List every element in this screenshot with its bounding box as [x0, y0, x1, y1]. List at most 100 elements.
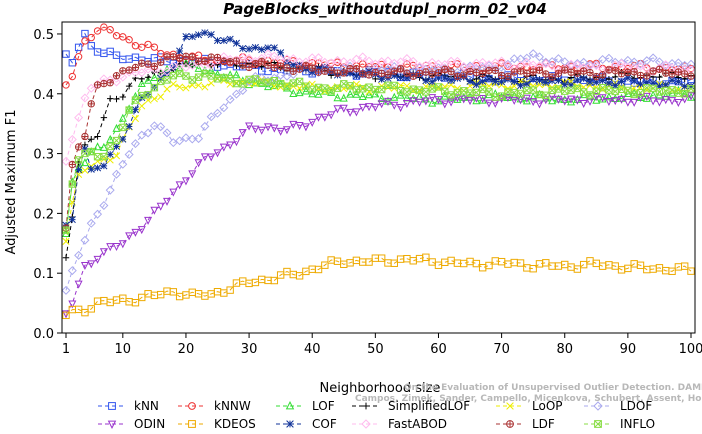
- data-point: [144, 216, 153, 225]
- data-point: [452, 56, 462, 66]
- data-point: [365, 90, 374, 99]
- data-point: [346, 89, 355, 98]
- data-point: [283, 64, 291, 72]
- data-point: [201, 29, 209, 37]
- data-point: [567, 81, 575, 89]
- data-point: [662, 87, 670, 95]
- data-point: [598, 71, 607, 79]
- data-point: [214, 61, 221, 69]
- data-point: [81, 145, 89, 153]
- data-point: [680, 262, 689, 270]
- data-point: [81, 37, 89, 45]
- data-point: [409, 72, 417, 80]
- x-tick-label: 60: [430, 342, 447, 357]
- data-point: [390, 67, 398, 75]
- data-point: [195, 81, 203, 89]
- data-point: [478, 264, 487, 272]
- data-point: [668, 97, 677, 106]
- data-point: [207, 153, 216, 162]
- data-point: [605, 79, 613, 87]
- data-point: [592, 87, 601, 95]
- data-point: [239, 61, 247, 69]
- data-point: [446, 56, 456, 66]
- data-point: [351, 54, 361, 64]
- data-point: [163, 76, 171, 84]
- data-point: [118, 159, 128, 169]
- data-point: [503, 60, 513, 70]
- data-point: [232, 39, 241, 47]
- legend-label: FastABOD: [388, 417, 447, 431]
- data-point: [460, 71, 468, 79]
- data-point: [617, 95, 626, 104]
- data-point: [264, 61, 272, 69]
- legend-label: LoOP: [532, 399, 563, 413]
- data-point: [434, 261, 443, 269]
- data-point: [257, 126, 266, 135]
- data-point: [119, 67, 127, 75]
- data-point: [403, 74, 411, 82]
- data-point: [93, 255, 102, 264]
- data-point: [623, 98, 632, 107]
- data-point: [226, 141, 235, 150]
- data-point: [447, 98, 456, 107]
- data-point: [497, 71, 506, 80]
- data-point: [182, 72, 190, 80]
- data-point: [504, 260, 512, 268]
- data-point: [668, 86, 676, 94]
- data-point: [176, 47, 184, 55]
- legend-label: COF: [312, 417, 337, 431]
- data-point: [321, 67, 329, 75]
- data-point: [130, 68, 140, 78]
- data-point: [649, 90, 658, 99]
- data-point: [561, 66, 569, 74]
- data-point: [119, 135, 127, 143]
- data-point: [624, 68, 632, 77]
- data-point: [440, 100, 449, 109]
- data-point: [649, 67, 657, 75]
- data-point: [635, 61, 646, 71]
- data-point: [365, 258, 373, 266]
- y-tick-label: 0.0: [33, 327, 54, 342]
- data-point: [459, 61, 469, 71]
- data-point: [447, 256, 455, 265]
- data-point: [282, 126, 291, 135]
- data-point: [441, 65, 449, 73]
- data-point: [207, 31, 215, 39]
- data-point: [390, 92, 399, 101]
- data-point: [506, 420, 514, 428]
- data-point: [592, 95, 601, 104]
- data-point: [74, 113, 84, 123]
- data-point: [605, 66, 613, 74]
- data-point: [131, 115, 139, 123]
- data-point: [522, 96, 531, 105]
- data-point: [244, 53, 254, 63]
- data-point: [403, 88, 411, 96]
- data-point: [567, 68, 575, 76]
- data-point: [427, 57, 437, 67]
- series-ldf: [62, 52, 695, 232]
- data-point: [87, 165, 95, 173]
- data-point: [112, 136, 121, 145]
- data-point: [453, 88, 462, 97]
- x-tick-label: 90: [620, 342, 637, 357]
- data-point: [289, 67, 297, 75]
- data-point: [286, 420, 294, 428]
- data-point: [68, 300, 77, 309]
- series-inflo: [62, 69, 695, 234]
- legend-item-inflo: INFLO: [584, 417, 655, 431]
- data-point: [479, 77, 487, 85]
- data-point: [377, 93, 386, 102]
- data-point: [106, 243, 115, 252]
- data-point: [226, 58, 234, 66]
- data-point: [308, 118, 317, 127]
- data-point: [100, 162, 108, 170]
- data-point: [434, 69, 443, 77]
- data-point: [534, 52, 544, 62]
- data-point: [428, 98, 437, 107]
- data-point: [206, 61, 216, 71]
- data-point: [661, 96, 670, 105]
- data-point: [686, 59, 696, 69]
- data-point: [74, 43, 83, 52]
- data-point: [118, 72, 128, 82]
- legend: kNN kNNW LOF SimplifiedLOF LoOP LDOF ODIN KDEOS…: [98, 399, 655, 431]
